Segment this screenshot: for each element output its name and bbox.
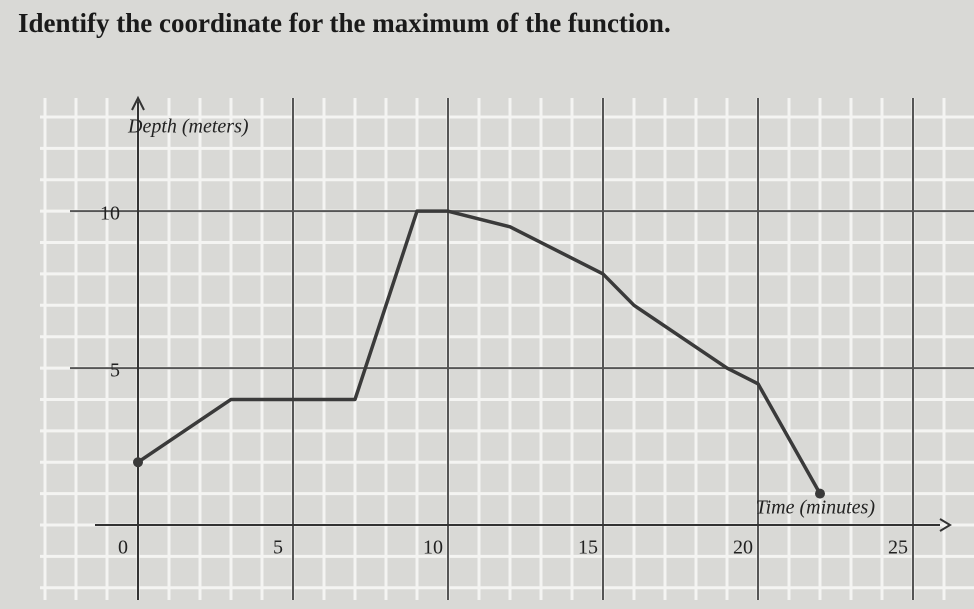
x-tick-label: 10 <box>423 537 443 559</box>
endpoint <box>133 457 143 468</box>
x-tick-label: 25 <box>888 537 908 559</box>
x-tick-label: 5 <box>273 537 283 559</box>
x-tick-label: 20 <box>733 537 753 559</box>
endpoint <box>815 488 825 499</box>
x-tick-label: 15 <box>578 537 598 559</box>
question: Identify the coordinate for the maximum … <box>18 8 671 38</box>
y-tick-label: 5 <box>110 360 120 382</box>
y-tick-label: 10 <box>100 203 120 225</box>
x-axis-label: Time (minutes) <box>756 497 876 519</box>
x-tick-label: 0 <box>118 537 128 559</box>
y-axis-arrow <box>131 95 145 111</box>
y-axis-label: Depth (meters) <box>127 116 249 138</box>
x-axis-arrow <box>939 518 952 532</box>
data-line <box>137 209 822 495</box>
